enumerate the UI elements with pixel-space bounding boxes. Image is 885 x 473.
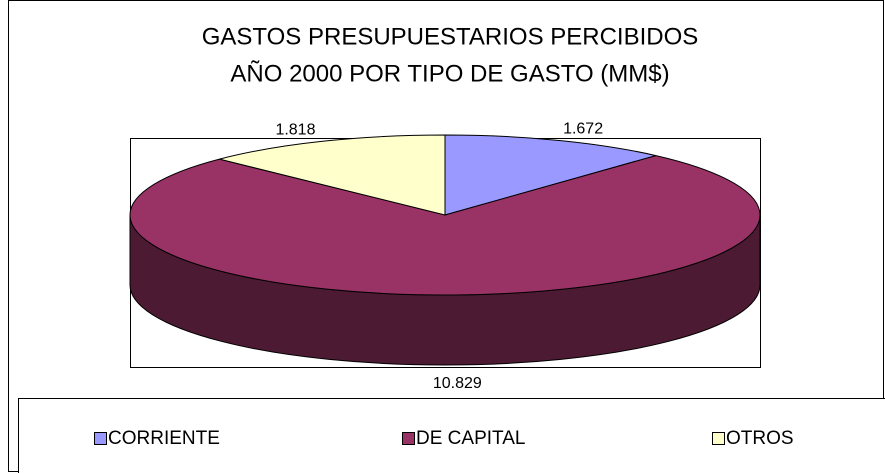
legend-label: CORRIENTE [108, 428, 220, 449]
pie-slice [219, 134, 446, 216]
legend-swatch [94, 432, 107, 445]
pie-slice [129, 155, 761, 296]
pie-slice [444, 134, 657, 216]
data-label: 1.818 [275, 121, 315, 138]
legend-label: OTROS [726, 428, 794, 449]
legend-swatch [402, 432, 415, 445]
legend-box [18, 398, 885, 473]
data-label: 10.829 [433, 375, 482, 392]
chart-title: AÑO 2000 POR TIPO DE GASTO (MM$) [230, 60, 669, 87]
data-label: 1.672 [563, 120, 603, 137]
legend-label: DE CAPITAL [416, 428, 525, 449]
chart-title: GASTOS PRESUPUESTARIOS PERCIBIDOS [202, 23, 699, 50]
legend-swatch [712, 432, 725, 445]
